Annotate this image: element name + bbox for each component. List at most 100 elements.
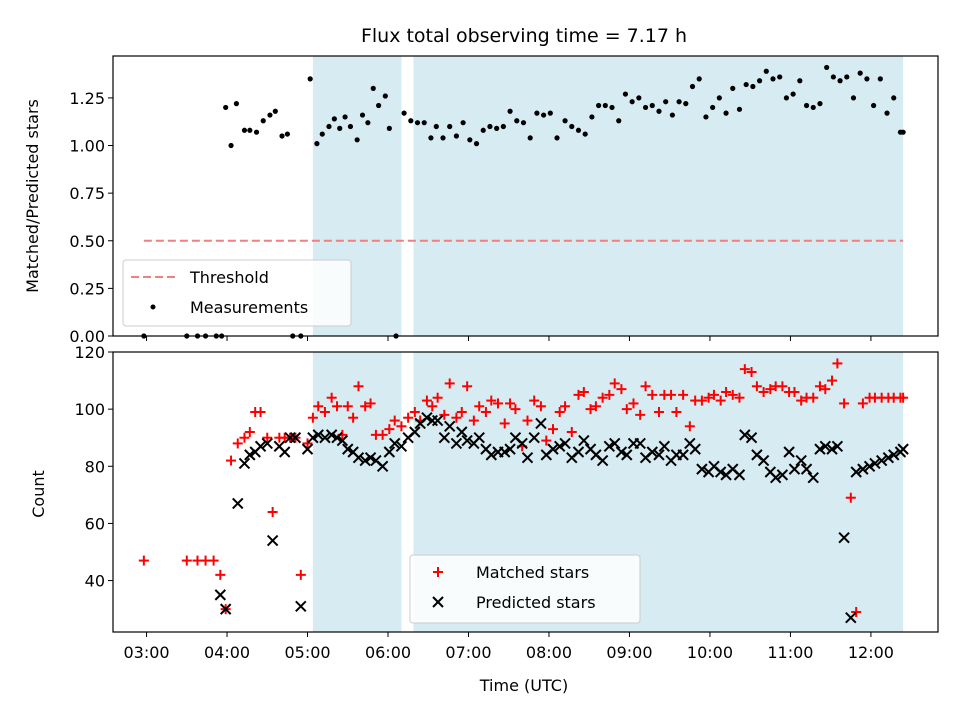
- matched-legend-marker: [433, 567, 443, 577]
- matched-star-point: [486, 395, 497, 406]
- measurement-point: [241, 127, 248, 133]
- predicted-star-point: [572, 446, 585, 458]
- predicted-star-point: [409, 426, 421, 438]
- matched-star-point: [585, 404, 596, 415]
- matched-star-point: [267, 507, 278, 517]
- predicted-star-point: [819, 440, 832, 452]
- predicted-star-point: [875, 454, 888, 467]
- measurement-point: [267, 112, 273, 118]
- shaded-interval-2: [413, 56, 904, 336]
- measurement-point: [900, 129, 906, 135]
- measurement-point: [716, 95, 722, 101]
- predicted-star-point: [319, 432, 331, 444]
- x-tick-label: 06:00: [365, 643, 411, 662]
- predicted-star-point: [689, 443, 701, 455]
- bottom-panel: 40 60 80 100 120 03:00 04:00 05:00 06:00 07:00 08…: [29, 343, 939, 695]
- x-axis-label: Time (UTC): [479, 676, 568, 695]
- measurement-point: [602, 102, 608, 109]
- matched-star-point: [560, 401, 571, 412]
- measurement-point: [656, 108, 662, 114]
- matched-star-point: [529, 395, 540, 406]
- matched-star-point: [181, 555, 192, 566]
- matched-star-point: [138, 555, 149, 566]
- x-tick-label: 08:00: [526, 643, 572, 662]
- matched-star-point: [444, 378, 455, 389]
- measurement-point: [359, 112, 366, 118]
- matched-star-point: [348, 412, 359, 423]
- predicted-star-point: [653, 449, 665, 461]
- matched-star-point: [653, 407, 664, 417]
- measurement-point: [810, 104, 816, 111]
- predicted-star-point: [421, 412, 433, 424]
- predicted-star-point: [450, 437, 463, 450]
- measurement-point: [649, 102, 655, 109]
- matched-star-point: [365, 398, 376, 409]
- matched-star-point: [857, 398, 868, 409]
- measurement-point: [669, 112, 675, 118]
- y-tick-label: 0.75: [69, 184, 105, 203]
- measurement-point: [440, 135, 446, 141]
- predicted-star-point: [364, 452, 377, 464]
- predicted-star-point: [634, 437, 646, 450]
- predicted-star-point: [733, 469, 746, 481]
- matched-star-point: [427, 401, 438, 412]
- predicted-star-point: [547, 443, 559, 455]
- y-tick-label: 1.25: [69, 89, 105, 108]
- matched-star-point: [232, 438, 243, 449]
- matched-star-point: [307, 412, 318, 423]
- measurement-point: [730, 85, 736, 91]
- matched-star-point: [462, 381, 473, 392]
- measurement-point: [460, 120, 466, 126]
- measurement-point: [797, 78, 803, 84]
- x-tick-label: 07:00: [445, 643, 491, 662]
- matched-star-point: [796, 395, 807, 406]
- matched-star-point: [703, 392, 714, 403]
- top-legend-box: [122, 259, 352, 327]
- measurement-point: [891, 95, 897, 101]
- matched-star-point: [360, 401, 371, 412]
- measurement-point: [326, 123, 332, 130]
- predicted-star-point: [850, 466, 862, 478]
- measurement-point: [319, 131, 325, 137]
- measurement-point: [803, 102, 810, 109]
- measurement-point: [520, 120, 527, 126]
- matched-star-point: [244, 427, 255, 437]
- matched-star-point: [789, 387, 800, 397]
- measurements-legend-label: Measurements: [190, 298, 308, 317]
- matched-star-point: [696, 395, 707, 406]
- y-tick-label: 80: [85, 457, 105, 476]
- top-y-axis-label: Matched/Predicted stars: [23, 99, 42, 293]
- matched-star-point: [808, 392, 819, 403]
- y-tick-label: 120: [74, 343, 105, 362]
- matched-star-point: [432, 392, 443, 403]
- predicted-star-point: [312, 429, 324, 441]
- measurement-point: [770, 76, 776, 82]
- measurement-point: [683, 101, 689, 107]
- matched-star-point: [548, 424, 558, 435]
- predicted-star-point: [769, 472, 782, 484]
- measurement-point: [622, 91, 629, 97]
- x-tick-label: 11:00: [767, 643, 813, 662]
- predicted-star-point: [776, 469, 789, 481]
- matched-star-point: [751, 381, 762, 392]
- measurement-point: [487, 123, 493, 130]
- matched-star-point: [319, 407, 330, 417]
- measurement-point: [527, 135, 533, 141]
- predicted-star-point: [359, 454, 371, 467]
- matched-star-point: [684, 421, 695, 432]
- measurement-point: [850, 95, 857, 101]
- measurement-point: [676, 99, 682, 105]
- matched-star-point: [541, 435, 552, 446]
- matched-star-point: [604, 389, 615, 400]
- matched-star-point: [439, 409, 450, 420]
- bottom-axes-frame: [112, 351, 939, 633]
- matched-star-point: [671, 407, 682, 417]
- matched-star-point: [640, 381, 651, 392]
- measurement-point: [703, 114, 709, 120]
- predicted-star-point: [336, 434, 349, 447]
- measurement-point: [342, 114, 348, 120]
- top-shaded-intervals: [312, 56, 904, 336]
- predicted-star-point: [603, 440, 616, 452]
- matched-star-point: [493, 398, 503, 409]
